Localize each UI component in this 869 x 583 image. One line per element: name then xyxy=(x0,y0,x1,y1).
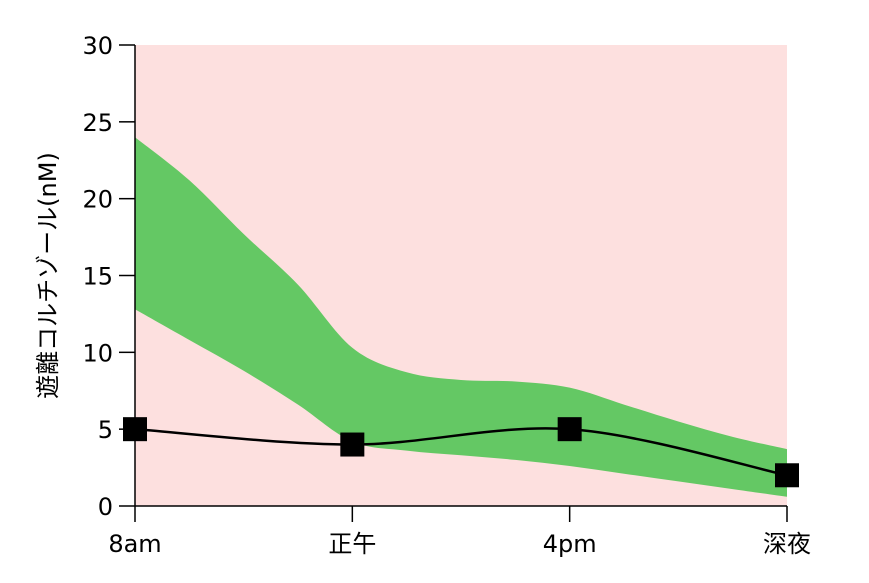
normal-range-band xyxy=(135,137,787,497)
ticks-layer: 0 5 10 15 20 25 30 8am 正午 4pm 深夜 xyxy=(82,32,811,558)
data-point-marker-4 xyxy=(775,463,799,488)
data-point-marker-2 xyxy=(340,432,365,457)
y-tick-label: 30 xyxy=(82,32,113,60)
x-tick-label: 4pm xyxy=(543,530,597,558)
y-axis-label: 遊離コルチゾール(nM) xyxy=(34,152,62,399)
data-point-marker-3 xyxy=(557,417,582,442)
series-line xyxy=(134,427,788,477)
y-tick-label: 20 xyxy=(82,186,113,214)
y-tick-label: 25 xyxy=(82,109,113,137)
x-tick-label: 8am xyxy=(108,530,161,558)
y-tick-label: 5 xyxy=(98,416,113,444)
y-tick-label: 10 xyxy=(82,339,113,367)
marker-layer xyxy=(123,417,799,488)
y-tick-label: 15 xyxy=(82,263,113,291)
series-line-layer xyxy=(134,427,788,477)
y-tick-label: 0 xyxy=(98,493,113,521)
x-tick-label: 正午 xyxy=(328,530,376,558)
x-tick-label: 深夜 xyxy=(763,530,811,558)
data-point-marker-1 xyxy=(123,417,147,442)
band-layer xyxy=(135,137,787,497)
